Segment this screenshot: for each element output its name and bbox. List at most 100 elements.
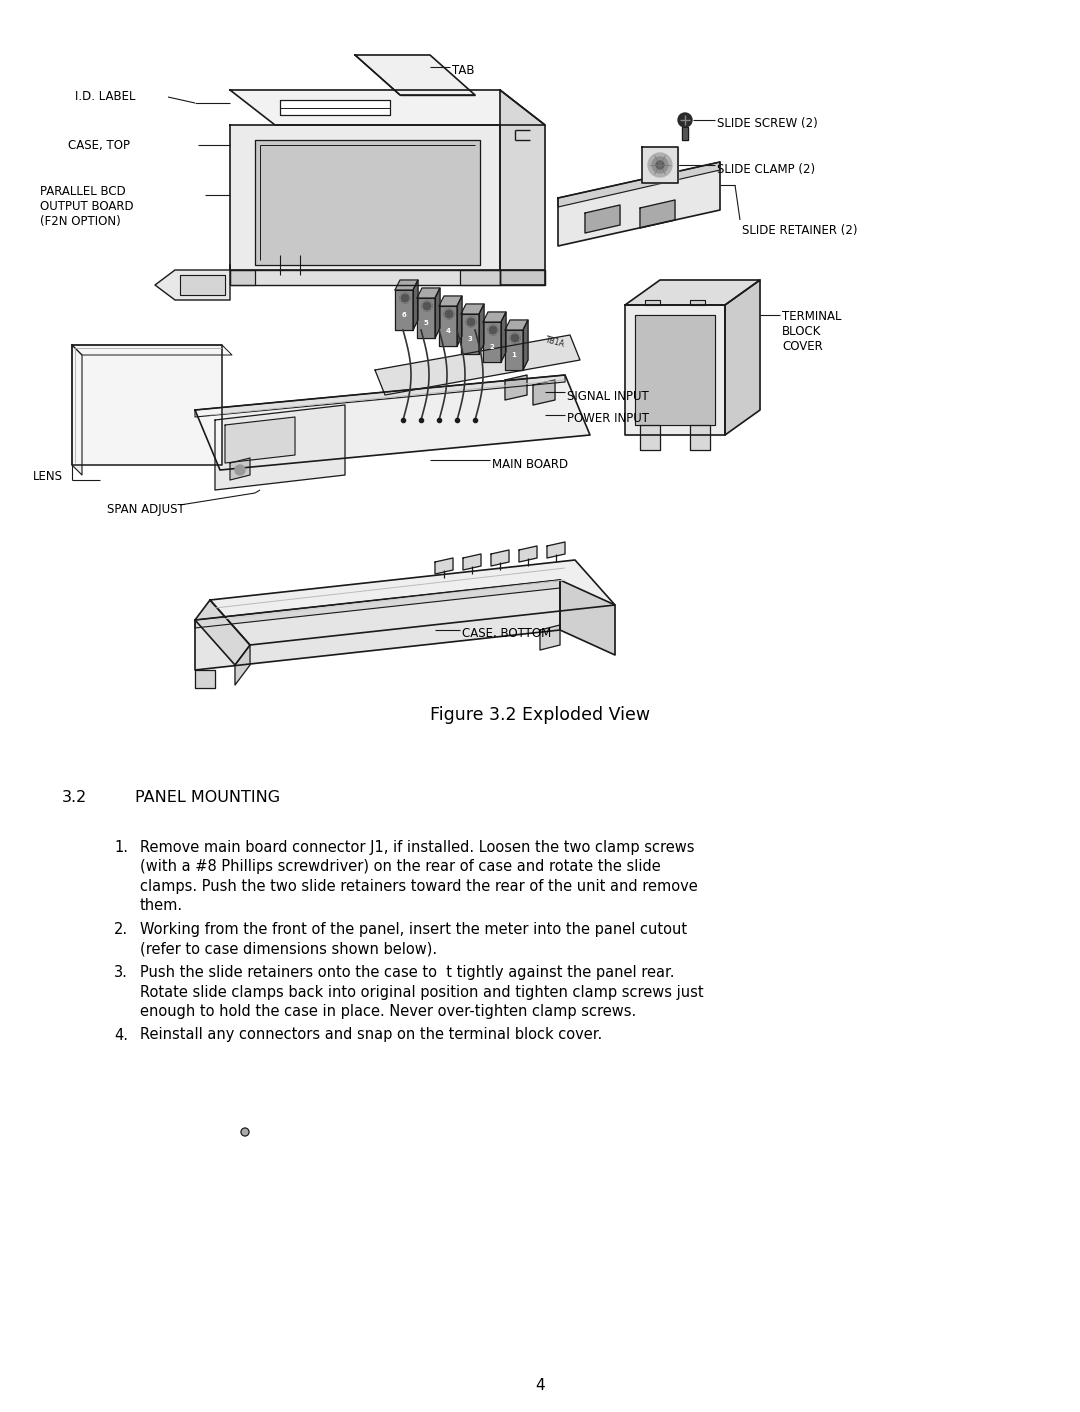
Circle shape bbox=[488, 325, 498, 335]
Polygon shape bbox=[195, 376, 565, 417]
Circle shape bbox=[235, 465, 245, 474]
Circle shape bbox=[400, 294, 410, 304]
Text: 4: 4 bbox=[536, 1378, 544, 1392]
Text: Figure 3.2 Exploded View: Figure 3.2 Exploded View bbox=[430, 706, 650, 724]
Polygon shape bbox=[640, 425, 660, 450]
Circle shape bbox=[465, 318, 476, 328]
Polygon shape bbox=[395, 280, 418, 289]
Text: SLIDE RETAINER (2): SLIDE RETAINER (2) bbox=[742, 225, 858, 237]
Text: 4.: 4. bbox=[114, 1028, 129, 1042]
Text: 1.: 1. bbox=[114, 840, 129, 856]
Text: enough to hold the case in place. Never over-tighten clamp screws.: enough to hold the case in place. Never … bbox=[140, 1004, 636, 1019]
Polygon shape bbox=[230, 90, 545, 126]
Text: SLIDE SCREW (2): SLIDE SCREW (2) bbox=[717, 117, 818, 130]
Polygon shape bbox=[463, 554, 481, 570]
Circle shape bbox=[510, 333, 519, 343]
Polygon shape bbox=[413, 280, 418, 330]
Polygon shape bbox=[483, 312, 507, 322]
Polygon shape bbox=[460, 270, 500, 285]
Polygon shape bbox=[480, 304, 484, 354]
Text: LENS: LENS bbox=[33, 470, 63, 483]
Text: I.D. LABEL: I.D. LABEL bbox=[75, 90, 135, 103]
Polygon shape bbox=[505, 330, 523, 370]
Circle shape bbox=[422, 301, 432, 311]
Polygon shape bbox=[195, 580, 561, 671]
Polygon shape bbox=[585, 205, 620, 233]
Polygon shape bbox=[395, 289, 413, 330]
Text: 3.: 3. bbox=[114, 964, 129, 980]
Text: Remove main board connector J1, if installed. Loosen the two clamp screws: Remove main board connector J1, if insta… bbox=[140, 840, 694, 856]
Polygon shape bbox=[438, 297, 462, 306]
Text: 1: 1 bbox=[512, 352, 516, 359]
Polygon shape bbox=[230, 457, 249, 480]
Polygon shape bbox=[417, 298, 435, 337]
Text: SLIDE CLAMP (2): SLIDE CLAMP (2) bbox=[717, 162, 815, 175]
Text: Push the slide retainers onto the case to  t tightly against the panel rear.: Push the slide retainers onto the case t… bbox=[140, 964, 675, 980]
Polygon shape bbox=[230, 126, 500, 270]
Polygon shape bbox=[519, 546, 537, 562]
Polygon shape bbox=[280, 100, 390, 114]
Text: TAB: TAB bbox=[453, 65, 474, 78]
Polygon shape bbox=[355, 55, 475, 95]
Polygon shape bbox=[235, 645, 249, 685]
Polygon shape bbox=[375, 335, 580, 395]
Polygon shape bbox=[195, 580, 561, 628]
Text: clamps. Push the two slide retainers toward the rear of the unit and remove: clamps. Push the two slide retainers tow… bbox=[140, 880, 698, 894]
Polygon shape bbox=[540, 626, 561, 650]
Text: Rotate slide clamps back into original position and tighten clamp screws just: Rotate slide clamps back into original p… bbox=[140, 984, 704, 1000]
Polygon shape bbox=[195, 600, 249, 665]
Circle shape bbox=[648, 152, 672, 176]
Polygon shape bbox=[230, 270, 500, 285]
Polygon shape bbox=[625, 305, 725, 435]
Polygon shape bbox=[230, 270, 255, 285]
Polygon shape bbox=[725, 280, 760, 435]
Polygon shape bbox=[225, 417, 295, 463]
Circle shape bbox=[241, 1128, 249, 1137]
Circle shape bbox=[444, 309, 454, 319]
Polygon shape bbox=[625, 280, 760, 305]
Text: PANEL MOUNTING: PANEL MOUNTING bbox=[135, 789, 280, 805]
Text: 5: 5 bbox=[423, 321, 429, 326]
Polygon shape bbox=[461, 304, 484, 313]
Text: Working from the front of the panel, insert the meter into the panel cutout: Working from the front of the panel, ins… bbox=[140, 922, 687, 938]
Polygon shape bbox=[417, 288, 440, 298]
Polygon shape bbox=[461, 313, 480, 354]
Text: 2: 2 bbox=[489, 345, 495, 350]
Polygon shape bbox=[501, 312, 507, 361]
Polygon shape bbox=[690, 425, 710, 450]
Text: 3: 3 bbox=[468, 336, 472, 342]
Polygon shape bbox=[195, 376, 590, 470]
Polygon shape bbox=[681, 127, 688, 140]
Polygon shape bbox=[255, 140, 480, 265]
Polygon shape bbox=[561, 580, 615, 655]
Polygon shape bbox=[457, 297, 462, 346]
Text: CASE, TOP: CASE, TOP bbox=[68, 138, 130, 151]
Text: MAIN BOARD: MAIN BOARD bbox=[492, 457, 568, 470]
Polygon shape bbox=[534, 380, 555, 405]
Polygon shape bbox=[505, 376, 527, 400]
Polygon shape bbox=[435, 558, 453, 575]
Polygon shape bbox=[72, 345, 82, 474]
Polygon shape bbox=[558, 162, 720, 246]
Polygon shape bbox=[72, 345, 232, 354]
Polygon shape bbox=[690, 299, 705, 305]
Circle shape bbox=[652, 157, 669, 174]
Polygon shape bbox=[483, 322, 501, 361]
Polygon shape bbox=[195, 671, 215, 688]
Text: 4: 4 bbox=[446, 328, 450, 335]
Polygon shape bbox=[435, 288, 440, 337]
Polygon shape bbox=[180, 275, 225, 295]
Polygon shape bbox=[500, 270, 545, 285]
Text: CASE, BOTTOM: CASE, BOTTOM bbox=[462, 627, 551, 641]
Polygon shape bbox=[635, 315, 715, 425]
Text: SPAN ADJUST: SPAN ADJUST bbox=[107, 503, 185, 515]
Polygon shape bbox=[438, 306, 457, 346]
Polygon shape bbox=[546, 542, 565, 558]
Polygon shape bbox=[72, 345, 222, 465]
Circle shape bbox=[656, 161, 664, 169]
Polygon shape bbox=[156, 265, 230, 299]
Text: 3.2: 3.2 bbox=[62, 789, 87, 805]
Text: 6: 6 bbox=[402, 312, 406, 318]
Polygon shape bbox=[558, 162, 720, 208]
Text: 2.: 2. bbox=[113, 922, 129, 938]
